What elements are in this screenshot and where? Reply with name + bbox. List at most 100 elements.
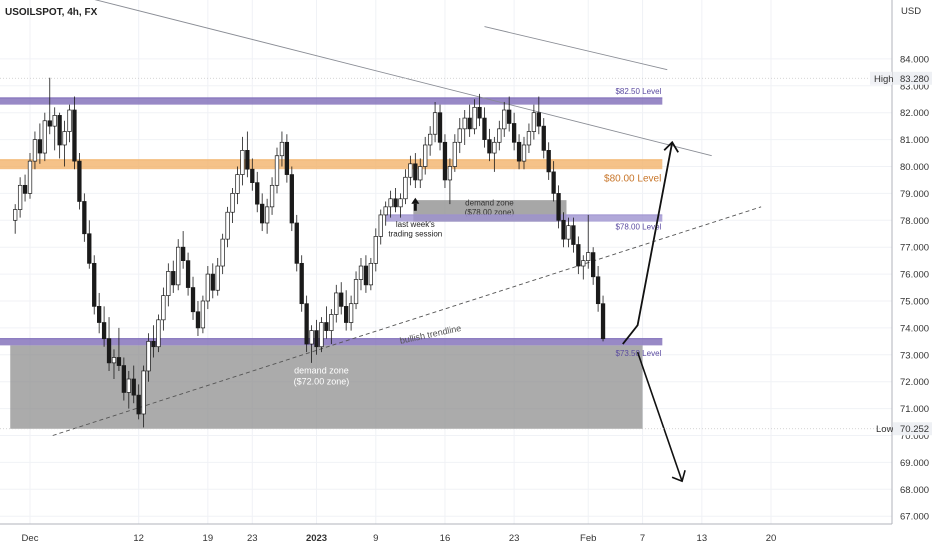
- candle: [121, 357, 127, 401]
- candle: [482, 107, 487, 148]
- candle: [348, 295, 354, 331]
- candle-body: [106, 338, 112, 364]
- candle-body: [57, 115, 62, 146]
- candle-body: [368, 262, 374, 286]
- demand-zone-78-label-1: demand zone: [465, 199, 514, 208]
- candle-body: [541, 125, 546, 151]
- candle-body: [511, 123, 517, 143]
- candle-body: [309, 330, 314, 345]
- candle: [136, 384, 141, 420]
- chart-title: USOILSPOT, 4h, FX: [5, 7, 98, 18]
- candle: [467, 104, 472, 137]
- candle-body: [72, 109, 77, 162]
- candle: [531, 104, 537, 140]
- candle-body: [126, 378, 131, 393]
- candle: [264, 198, 270, 234]
- candle-body: [457, 128, 462, 143]
- candle: [279, 131, 285, 167]
- candle-body: [348, 303, 354, 323]
- candle: [427, 126, 433, 156]
- candle-body: [131, 378, 136, 396]
- candle: [17, 177, 23, 218]
- candle: [304, 295, 309, 353]
- candle: [418, 158, 423, 189]
- candle: [546, 142, 551, 180]
- price-tick-label: 76.000: [900, 270, 929, 281]
- level-82-50-label: $82.50 Level: [615, 87, 661, 96]
- candle: [82, 193, 87, 242]
- last-week-note-2: trading session: [388, 229, 442, 238]
- candle-body: [166, 271, 171, 296]
- last-week-note-1: last week's: [396, 220, 435, 229]
- candle: [255, 171, 260, 213]
- candle: [581, 255, 586, 280]
- candle-body: [526, 131, 532, 146]
- candle: [215, 257, 220, 296]
- candle-body: [220, 238, 225, 267]
- candle-body: [121, 365, 127, 393]
- candle: [363, 255, 369, 293]
- candle-body: [146, 341, 151, 372]
- candle-body: [215, 265, 220, 291]
- candle-body: [363, 265, 369, 286]
- candle-body: [497, 128, 502, 143]
- candle: [42, 112, 47, 162]
- price-tick-label: 79.000: [900, 189, 929, 200]
- candle: [393, 188, 398, 213]
- candle: [161, 287, 166, 331]
- candle: [32, 131, 38, 170]
- candle: [344, 290, 349, 331]
- time-tick-label: 19: [203, 533, 214, 544]
- candle-body: [299, 262, 304, 305]
- demand-zone-72-label-1: demand zone: [294, 366, 349, 376]
- candle-body: [225, 211, 230, 240]
- time-axis-ticks: Dec 12 19 23 2023 9 16 23 Feb 7 13 20: [22, 533, 777, 544]
- candle: [353, 271, 359, 310]
- candle-body: [600, 303, 606, 340]
- candle-body: [284, 141, 290, 175]
- price-tick-label: 72.000: [900, 377, 929, 388]
- candle: [398, 193, 403, 218]
- candle: [462, 110, 467, 145]
- level-80-00-band: [0, 159, 663, 170]
- level-82-50-band: [0, 97, 663, 105]
- candle-body: [437, 112, 443, 143]
- candle-body: [566, 225, 571, 240]
- candle-body: [556, 193, 561, 221]
- high-tag-label: High: [874, 74, 894, 85]
- candle: [166, 263, 171, 307]
- candle-body: [447, 166, 453, 181]
- time-tick-label: 23: [247, 533, 258, 544]
- candle-body: [264, 206, 270, 224]
- high-tag-bg: [870, 71, 892, 85]
- candle: [413, 153, 418, 189]
- candle-body: [37, 139, 43, 154]
- candle-body: [47, 120, 52, 127]
- candle: [497, 120, 502, 151]
- candle: [52, 107, 57, 151]
- candle-body: [531, 112, 537, 132]
- candle: [225, 206, 230, 248]
- level-78-00-band: [385, 214, 663, 222]
- candle-body: [324, 322, 329, 331]
- candle-body: [269, 184, 275, 208]
- candle-body: [62, 131, 67, 146]
- candle-body: [383, 206, 388, 216]
- projection-down-path: [636, 351, 683, 482]
- time-tick-label: Dec: [22, 533, 39, 544]
- price-tick-label: 82.000: [900, 108, 929, 119]
- candle: [541, 118, 546, 159]
- price-tick-label: 74.000: [900, 323, 929, 334]
- candle: [274, 147, 280, 194]
- time-tick-label: 2023: [306, 533, 327, 544]
- candle: [62, 120, 67, 167]
- candle: [141, 365, 146, 428]
- candle-body: [240, 150, 245, 175]
- candle-body: [492, 141, 497, 154]
- candle: [111, 349, 117, 380]
- candle-body: [432, 112, 438, 135]
- candle-body: [116, 357, 122, 366]
- candle: [358, 257, 364, 291]
- time-tick-label: 20: [766, 533, 777, 544]
